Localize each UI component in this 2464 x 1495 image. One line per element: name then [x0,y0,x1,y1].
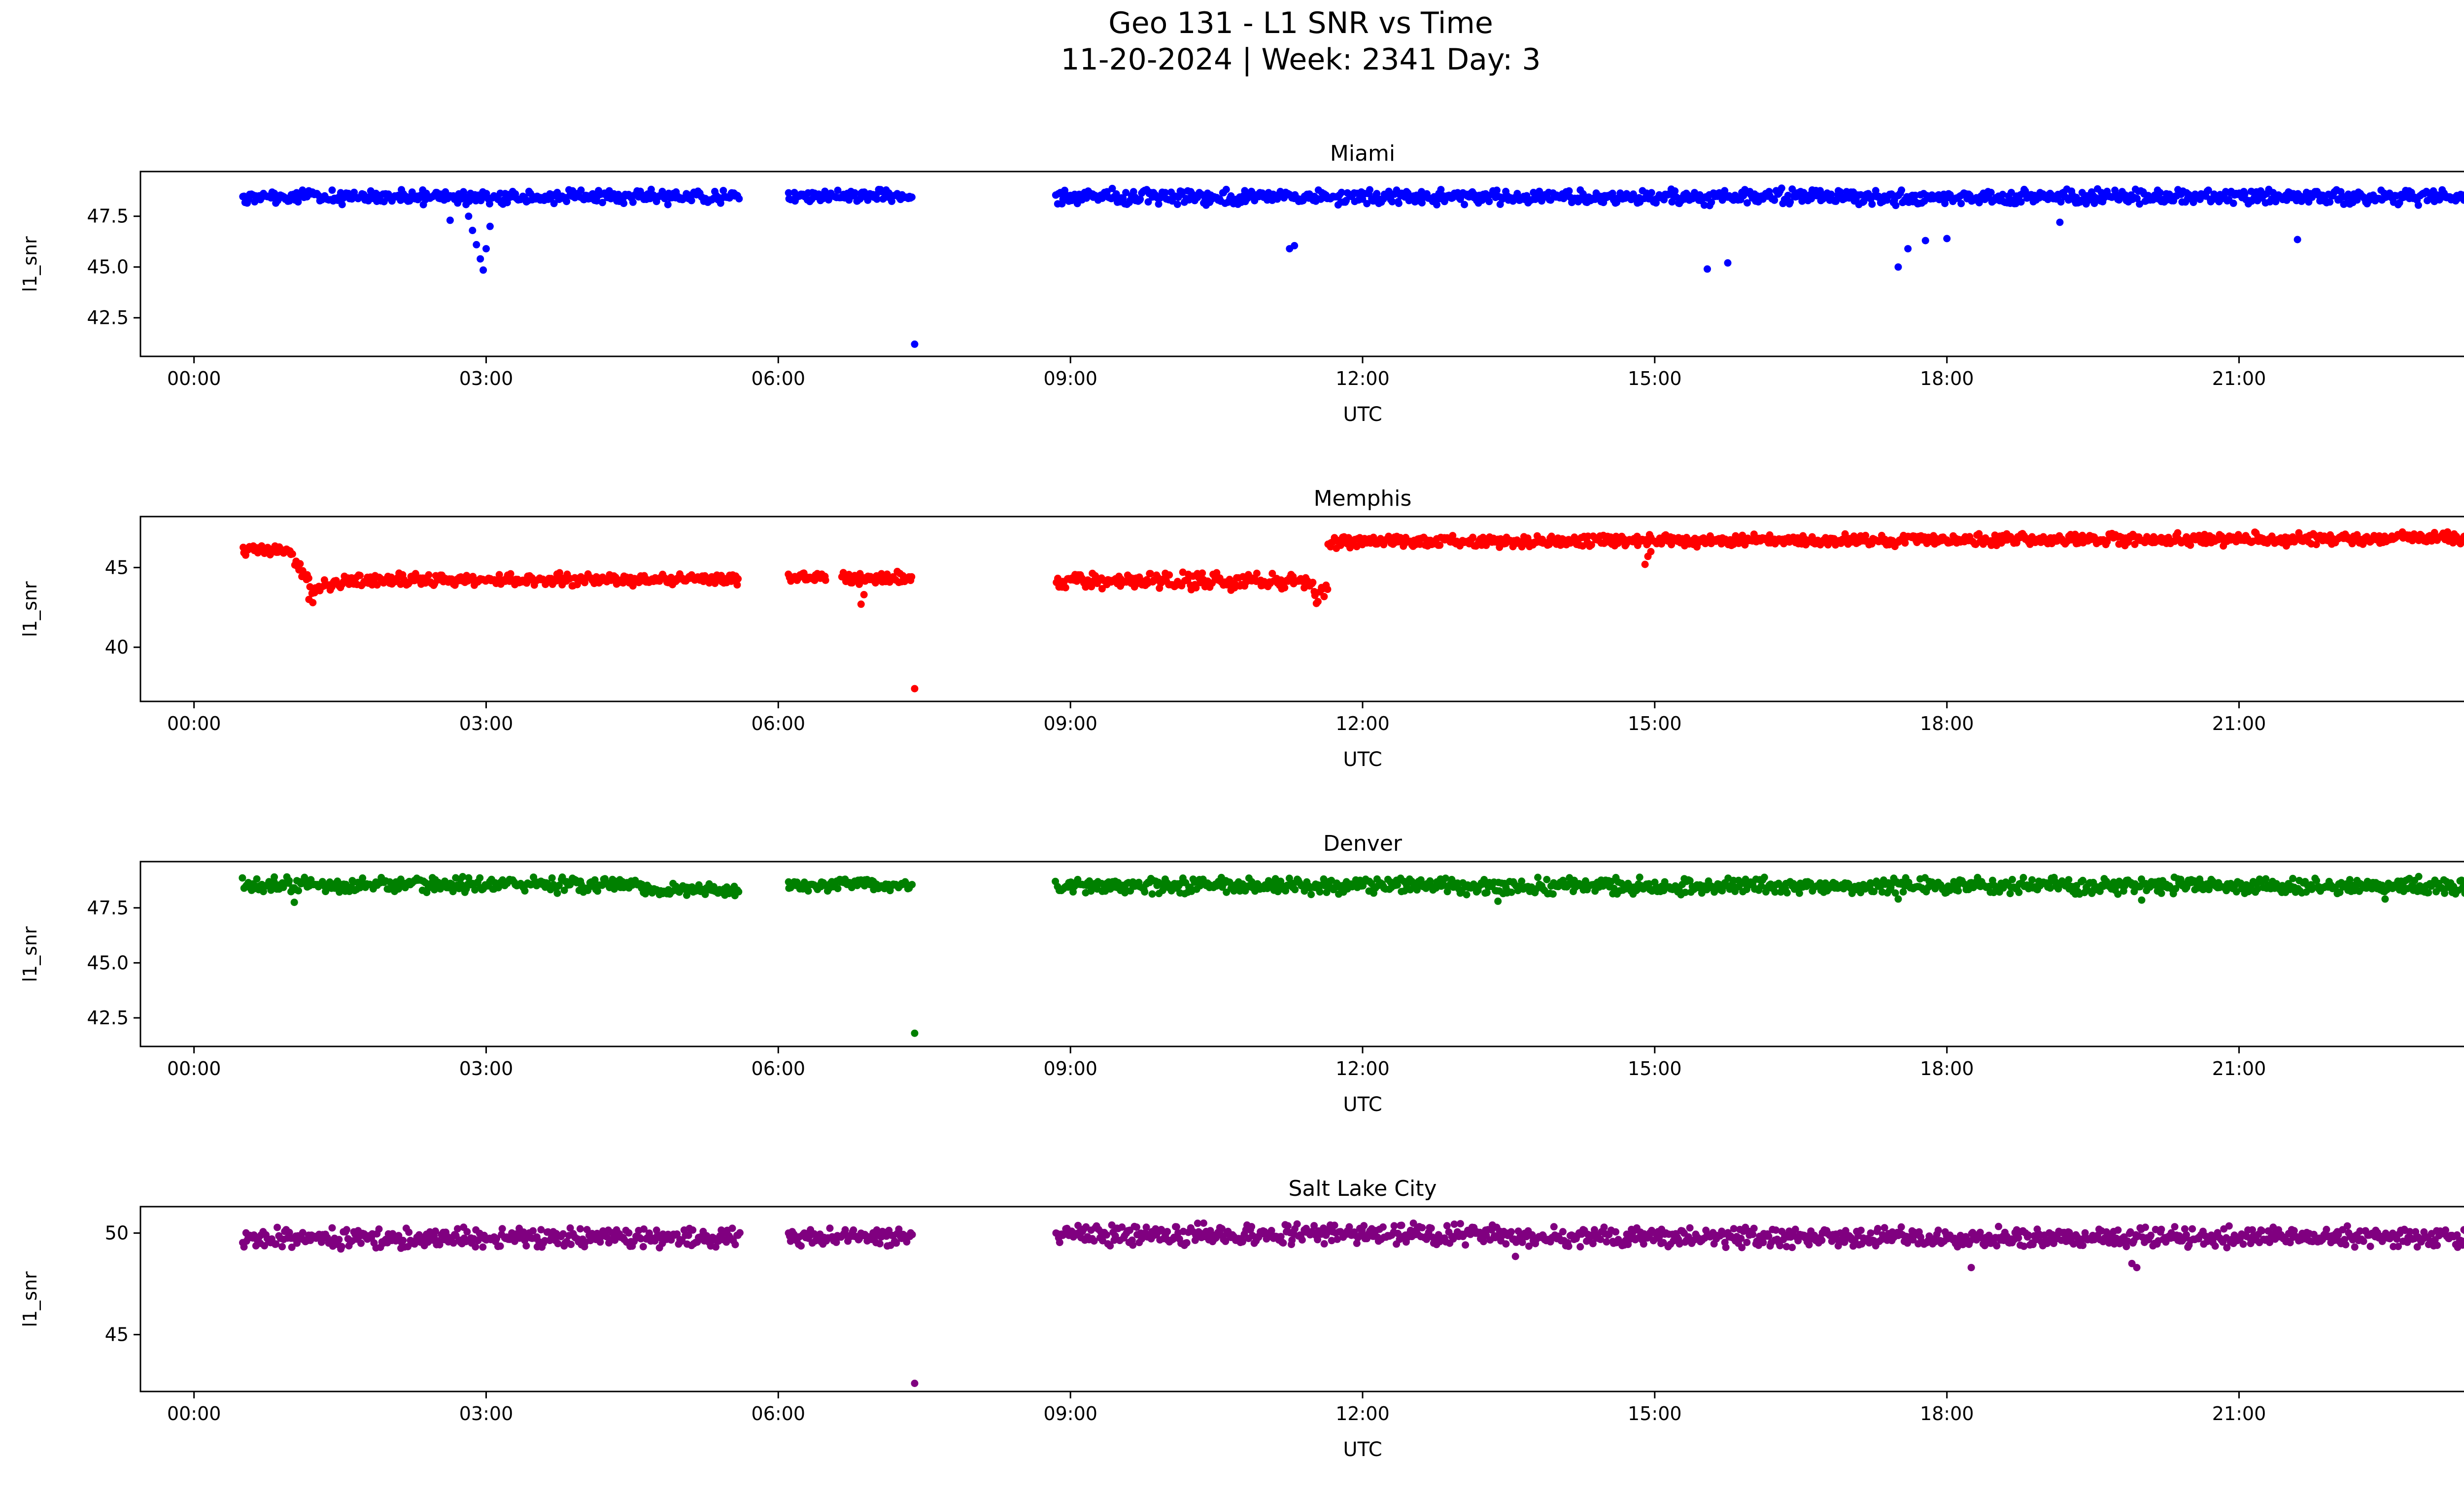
subplot-title: Denver [1323,831,1403,856]
subplot-title: Salt Lake City [1288,1176,1437,1201]
plot-area-memphis: 00:00 03:00 06:00 09:00 12:00 15:00 18:00 21:00… [105,516,2464,734]
svg-text:09:00: 09:00 [1043,713,1097,734]
svg-text:09:00: 09:00 [1043,368,1097,389]
svg-text:03:00: 03:00 [459,713,513,734]
svg-text:06:00: 06:00 [752,368,806,389]
x-axis-label: UTC [1343,1438,1382,1461]
svg-text:15:00: 15:00 [1628,713,1682,734]
svg-text:00:00: 00:00 [167,368,221,389]
svg-text:40: 40 [105,636,129,658]
plot-area-salt-lake-city: 00:00 03:00 06:00 09:00 12:00 15:00 18:00 21:00… [105,1206,2464,1425]
plot-area-denver: 00:00 03:00 06:00 09:00 12:00 15:00 18:00 21:00… [87,861,2464,1079]
svg-text:45.0: 45.0 [87,256,129,278]
svg-text:00:00: 00:00 [167,713,221,734]
svg-text:06:00: 06:00 [752,713,806,734]
x-axis-label: UTC [1343,1093,1382,1116]
svg-text:18:00: 18:00 [1920,713,1974,734]
svg-text:12:00: 12:00 [1335,713,1390,734]
svg-text:42.5: 42.5 [87,307,129,329]
svg-text:21:00: 21:00 [2212,368,2266,389]
subplot-title: Memphis [1313,486,1412,511]
subplot-title: Miami [1330,141,1396,166]
x-axis-label: UTC [1343,748,1382,771]
x-axis-label: UTC [1343,403,1382,426]
figure-title: Geo 131 - L1 SNR vs Time 11-20-2024 | We… [0,5,2464,78]
svg-text:47.5: 47.5 [87,206,129,227]
svg-text:03:00: 03:00 [459,368,513,389]
plot-area-miami: 00:00 03:00 06:00 09:00 12:00 15:00 18:00 21:00… [87,171,2464,389]
svg-text:21:00: 21:00 [2212,713,2266,734]
svg-text:18:00: 18:00 [1920,368,1974,389]
svg-text:12:00: 12:00 [1335,368,1390,389]
figure-title-line2: 11-20-2024 | Week: 2341 Day: 3 [1061,42,1541,77]
figure-title-line1: Geo 131 - L1 SNR vs Time [1108,6,1493,40]
svg-text:45: 45 [105,556,129,578]
svg-text:15:00: 15:00 [1628,368,1682,389]
